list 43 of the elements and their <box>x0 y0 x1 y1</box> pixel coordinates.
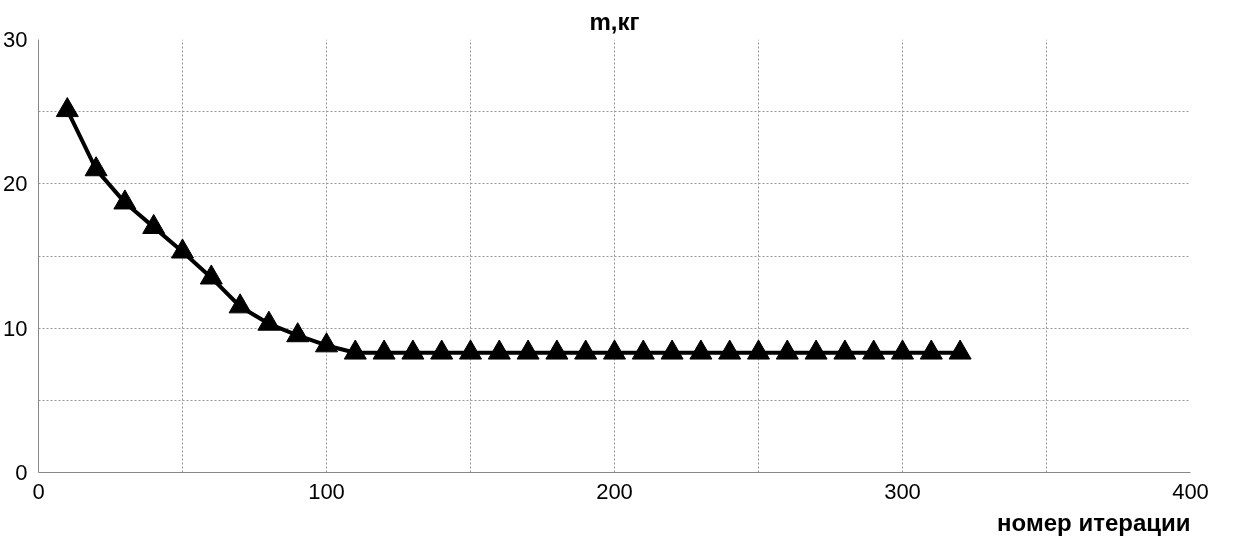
x-tick-label: 200 <box>596 478 633 504</box>
point <box>171 238 194 259</box>
point <box>545 339 569 360</box>
point <box>286 322 310 343</box>
point <box>948 339 972 360</box>
point <box>574 339 598 360</box>
x-axis-title: номер итерации <box>997 508 1191 536</box>
point <box>689 339 713 360</box>
point <box>603 339 626 360</box>
x-tick-label: 300 <box>884 478 921 504</box>
point <box>113 189 137 210</box>
y-tick-label: 30 <box>3 27 28 52</box>
point <box>257 310 281 331</box>
point <box>430 339 454 360</box>
y-tick-label: 10 <box>3 315 28 341</box>
point <box>516 339 540 360</box>
x-tick-label: 0 <box>32 478 45 504</box>
point <box>228 293 252 314</box>
x-tick-label: 400 <box>1172 478 1209 504</box>
y-tick-label: 20 <box>3 171 28 197</box>
point <box>919 339 943 360</box>
point <box>343 339 367 360</box>
point <box>631 339 655 360</box>
x-tick-label: 100 <box>308 478 345 504</box>
point <box>862 339 886 360</box>
point <box>459 339 482 360</box>
point <box>315 332 338 353</box>
point <box>804 339 828 360</box>
point <box>891 339 914 360</box>
point <box>833 339 857 360</box>
point <box>747 339 770 360</box>
point <box>55 97 79 118</box>
point <box>84 156 108 177</box>
point <box>775 339 799 360</box>
point <box>660 339 684 360</box>
point <box>401 339 425 360</box>
y-tick-label: 0 <box>15 460 28 485</box>
point <box>718 339 742 360</box>
chart-title: m,кг <box>589 7 640 35</box>
point <box>199 264 223 285</box>
point <box>487 339 511 360</box>
point <box>372 339 396 360</box>
point <box>142 213 166 234</box>
